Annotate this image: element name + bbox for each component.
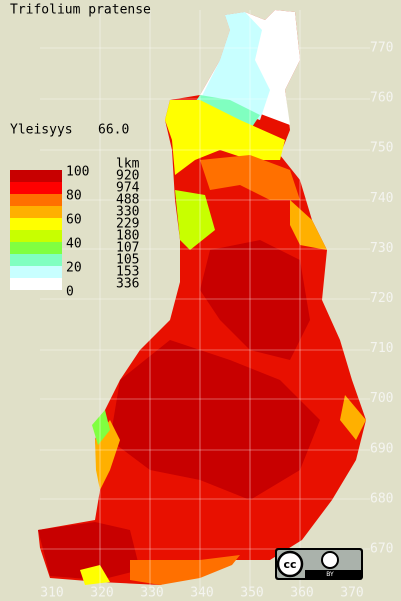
map-darkred-3 bbox=[38, 522, 140, 580]
legend-swatch bbox=[10, 218, 62, 230]
count-header: lkm bbox=[116, 157, 140, 172]
legend-swatch bbox=[10, 182, 62, 194]
y-axis-label: 670 bbox=[370, 542, 393, 557]
legend-swatch bbox=[10, 278, 62, 290]
map-coast-west-green bbox=[92, 410, 110, 445]
badge-strip bbox=[305, 570, 361, 578]
map-sw-yellow bbox=[80, 565, 110, 585]
map-darkred-2 bbox=[110, 340, 320, 500]
legend-swatch bbox=[10, 242, 62, 254]
legend-scale-label: 20 bbox=[66, 261, 82, 276]
x-axis-label: 320 bbox=[90, 586, 113, 601]
y-axis-label: 710 bbox=[370, 341, 393, 356]
y-axis-label: 770 bbox=[370, 41, 393, 56]
x-axis-label: 350 bbox=[240, 586, 263, 601]
legend-swatch bbox=[10, 254, 62, 266]
cc-badge: cc BY bbox=[275, 548, 363, 580]
frequency-value: 66.0 bbox=[98, 123, 129, 138]
legend-scale-label: 60 bbox=[66, 213, 82, 228]
legend-count: 229 bbox=[116, 217, 139, 232]
x-axis-label: 340 bbox=[190, 586, 213, 601]
map-yellow-band bbox=[165, 100, 285, 175]
title: Trifolium pratense bbox=[10, 3, 151, 18]
cc-text: cc bbox=[283, 558, 296, 571]
cc-icon bbox=[276, 550, 304, 578]
y-axis-label: 760 bbox=[370, 91, 393, 106]
legend-scale-label: 80 bbox=[66, 189, 82, 204]
legend-scale-label: 40 bbox=[66, 237, 82, 252]
legend-count: 153 bbox=[116, 265, 139, 280]
map-yellowgreen bbox=[175, 190, 215, 250]
x-axis-label: 360 bbox=[290, 586, 313, 601]
by-icon bbox=[321, 551, 339, 569]
legend-swatch bbox=[10, 206, 62, 218]
legend-count: 336 bbox=[116, 277, 139, 292]
y-axis-label: 690 bbox=[370, 441, 393, 456]
y-axis-label: 680 bbox=[370, 491, 393, 506]
by-text: BY bbox=[326, 571, 334, 578]
legend-swatch bbox=[10, 230, 62, 242]
x-axis-label: 310 bbox=[40, 586, 63, 601]
legend-swatch bbox=[10, 266, 62, 278]
x-axis-label: 330 bbox=[140, 586, 163, 601]
map-darkred-1 bbox=[200, 240, 310, 360]
y-axis-label: 700 bbox=[370, 391, 393, 406]
legend-count: 488 bbox=[116, 193, 139, 208]
y-axis-label: 750 bbox=[370, 141, 393, 156]
map-north-cyan bbox=[200, 12, 270, 120]
x-axis-label: 370 bbox=[340, 586, 363, 601]
map-south-coast bbox=[130, 555, 240, 585]
legend-count: 105 bbox=[116, 253, 139, 268]
legend-swatch bbox=[10, 170, 62, 182]
y-axis-label: 740 bbox=[370, 191, 393, 206]
map-orange-light bbox=[290, 200, 327, 250]
legend-scale-label: 100 bbox=[66, 165, 89, 180]
legend-count: 330 bbox=[116, 205, 139, 220]
legend-count: 920 bbox=[116, 169, 139, 184]
map-east-orange bbox=[340, 395, 366, 440]
legend-count: 974 bbox=[116, 181, 140, 196]
legend-count: 107 bbox=[116, 241, 139, 256]
finland-map bbox=[38, 10, 366, 585]
legend-swatch bbox=[10, 194, 62, 206]
frequency-label: Yleisyys bbox=[10, 123, 73, 138]
grid bbox=[40, 10, 370, 590]
y-axis-label: 730 bbox=[370, 241, 393, 256]
y-axis-label: 720 bbox=[370, 291, 393, 306]
legend-scale-label: 0 bbox=[66, 285, 74, 300]
legend-count: 180 bbox=[116, 229, 139, 244]
